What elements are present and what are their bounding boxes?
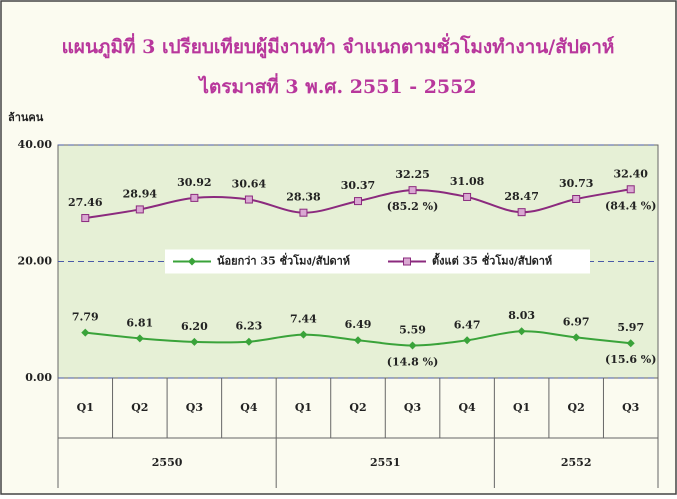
point [354,336,362,345]
y-tick-label: 40.00 [18,138,53,151]
point [135,205,144,214]
point [299,208,308,217]
x-tick-label: Q3 [186,401,203,414]
data-label: 6.49 [345,318,372,331]
x-tick-label: Q1 [513,401,530,414]
point [190,337,199,346]
y-tick-label: 0.00 [25,371,52,384]
point [190,193,199,202]
point [572,194,581,203]
annotation: (85.2 %) [387,200,438,213]
data-label: 6.97 [563,315,590,328]
y-tick-label: 20.00 [18,255,53,268]
data-label: 6.20 [181,320,208,333]
point [188,257,196,266]
point [626,185,635,194]
x-tick-label: Q1 [295,401,312,414]
point [517,327,526,336]
x-group-label: 2552 [561,456,592,469]
annotation: (15.6 %) [605,353,656,366]
y-axis-label: ล้านคน [8,111,44,124]
data-label: 30.64 [232,178,267,191]
point [244,337,253,346]
x-tick-label: Q1 [77,401,94,414]
data-label: 8.03 [508,309,535,322]
data-label: 30.92 [177,176,211,189]
data-label: 7.44 [290,313,317,326]
data-label: 7.79 [72,311,99,324]
data-label: 32.25 [395,168,429,181]
data-label: 28.38 [286,191,321,204]
point [81,328,90,337]
data-label: 6.81 [126,316,153,329]
data-label: 32.40 [614,167,649,180]
data-label: 5.97 [617,321,644,334]
chart-subtitle: ไตรมาสที่ 3 พ.ศ. 2551 - 2552 [197,73,476,98]
x-tick-label: Q2 [349,401,366,414]
point [403,257,411,266]
legend-label: ตั้งแต่ 35 ชั่วโมง/สัปดาห์ [432,253,552,268]
point [81,214,90,223]
annotation: (14.8 %) [387,355,438,368]
x-tick-label: Q3 [622,401,639,414]
legend-box [165,249,590,274]
data-label: 5.59 [399,323,426,336]
data-label: 30.73 [559,177,593,190]
data-label: 6.47 [454,318,481,331]
point [244,195,253,204]
point [408,186,417,195]
point [408,341,417,350]
point [572,333,581,342]
x-tick-label: Q2 [568,401,585,414]
annotation: (84.4 %) [605,199,656,212]
data-label: 30.37 [341,179,375,192]
point [517,208,526,217]
x-tick-label: Q3 [404,401,421,414]
data-label: 27.46 [68,196,103,209]
point [299,330,308,339]
data-label: 6.23 [236,320,263,333]
x-group-label: 2550 [152,456,183,469]
x-tick-label: Q4 [240,401,258,414]
x-tick-label: Q2 [131,401,148,414]
data-label: 28.47 [504,190,538,203]
point [354,197,362,206]
legend-label: น้อยกว่า 35 ชั่วโมง/สัปดาห์ [217,253,350,268]
point [463,336,472,345]
x-group-label: 2551 [370,456,401,469]
point [626,339,635,348]
x-tick-label: Q4 [458,401,476,414]
point [463,192,472,201]
data-label: 31.08 [450,175,485,188]
chart-title: แผนภูมิที่ 3 เปรียบเทียบผู้มีงานทำ จำแนก… [62,33,615,59]
point [135,334,144,343]
data-label: 28.94 [123,187,158,200]
